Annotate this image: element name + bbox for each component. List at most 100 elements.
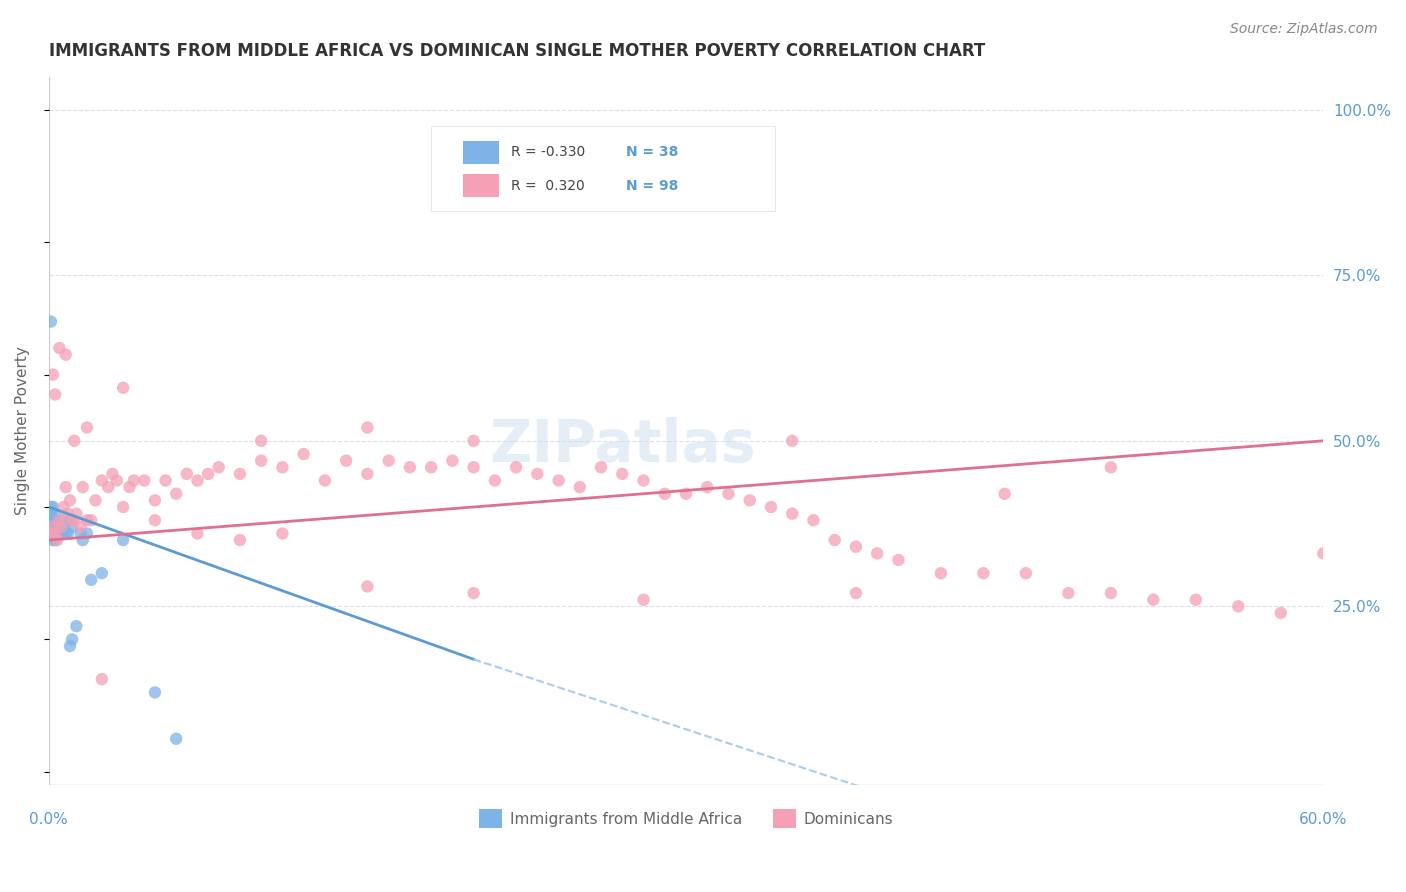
Point	[48, 526, 70, 541]
Point	[1142, 592, 1164, 607]
Point	[51, 513, 73, 527]
Point	[59, 493, 82, 508]
Point	[39, 507, 62, 521]
Point	[42, 513, 65, 527]
Point	[463, 434, 485, 448]
Point	[76, 526, 98, 541]
Point	[72, 480, 94, 494]
Point	[65, 619, 87, 633]
Point	[118, 480, 141, 494]
Point	[547, 474, 569, 488]
Point	[39, 526, 62, 541]
Point	[42, 513, 65, 527]
Point	[80, 513, 103, 527]
Point	[314, 474, 336, 488]
Point	[60, 513, 83, 527]
Point	[929, 566, 952, 581]
Point	[143, 513, 166, 527]
Point	[76, 513, 98, 527]
Point	[186, 526, 208, 541]
Point	[1057, 586, 1080, 600]
Point	[48, 520, 70, 534]
Point	[112, 381, 135, 395]
Point	[69, 526, 91, 541]
Point	[63, 434, 86, 448]
Text: N = 38: N = 38	[626, 145, 679, 160]
Point	[39, 520, 62, 534]
Point	[717, 487, 740, 501]
Point	[356, 467, 378, 481]
Point	[52, 520, 75, 534]
Point	[738, 493, 761, 508]
Point	[463, 586, 485, 600]
Point	[44, 387, 66, 401]
Point	[208, 460, 231, 475]
Point	[51, 520, 73, 534]
Point	[59, 513, 82, 527]
Point	[1227, 599, 1250, 614]
FancyBboxPatch shape	[463, 141, 499, 164]
Point	[420, 460, 443, 475]
Point	[1099, 460, 1122, 475]
Point	[356, 420, 378, 434]
Text: ZIPatlas: ZIPatlas	[489, 417, 755, 474]
Point	[90, 474, 112, 488]
Point	[1185, 592, 1208, 607]
Point	[505, 460, 527, 475]
Point	[39, 315, 62, 329]
Point	[51, 526, 73, 541]
Point	[63, 513, 86, 527]
Point	[143, 493, 166, 508]
Point	[80, 573, 103, 587]
Point	[48, 513, 70, 527]
Text: 0.0%: 0.0%	[30, 812, 67, 827]
Point	[46, 526, 69, 541]
Point	[55, 480, 77, 494]
Point	[101, 467, 124, 481]
Y-axis label: Single Mother Poverty: Single Mother Poverty	[15, 346, 30, 516]
Point	[72, 533, 94, 547]
Point	[250, 453, 273, 467]
Point	[44, 520, 66, 534]
Point	[90, 672, 112, 686]
Point	[229, 533, 252, 547]
Point	[675, 487, 697, 501]
Point	[42, 520, 65, 534]
Point	[759, 500, 782, 514]
Point	[271, 460, 294, 475]
Point	[589, 460, 612, 475]
Point	[484, 474, 506, 488]
Point	[55, 348, 77, 362]
Point	[887, 553, 910, 567]
Point	[76, 420, 98, 434]
Point	[48, 341, 70, 355]
Point	[633, 592, 655, 607]
Point	[44, 526, 66, 541]
Point	[654, 487, 676, 501]
Point	[526, 467, 548, 481]
Point	[271, 526, 294, 541]
Point	[356, 579, 378, 593]
Point	[134, 474, 156, 488]
Point	[69, 520, 91, 534]
Point	[780, 434, 803, 448]
Point	[176, 467, 198, 481]
Point	[51, 526, 73, 541]
Point	[696, 480, 718, 494]
Point	[633, 474, 655, 488]
Text: R = -0.330: R = -0.330	[512, 145, 586, 160]
Point	[42, 526, 65, 541]
Text: R =  0.320: R = 0.320	[512, 178, 585, 193]
Point	[56, 507, 79, 521]
Point	[55, 526, 77, 541]
Point	[229, 467, 252, 481]
Point	[866, 546, 889, 560]
Point	[42, 533, 65, 547]
Point	[612, 467, 634, 481]
FancyBboxPatch shape	[463, 174, 499, 197]
Point	[44, 533, 66, 547]
Point	[143, 685, 166, 699]
Point	[46, 533, 69, 547]
Point	[972, 566, 994, 581]
Point	[59, 639, 82, 653]
